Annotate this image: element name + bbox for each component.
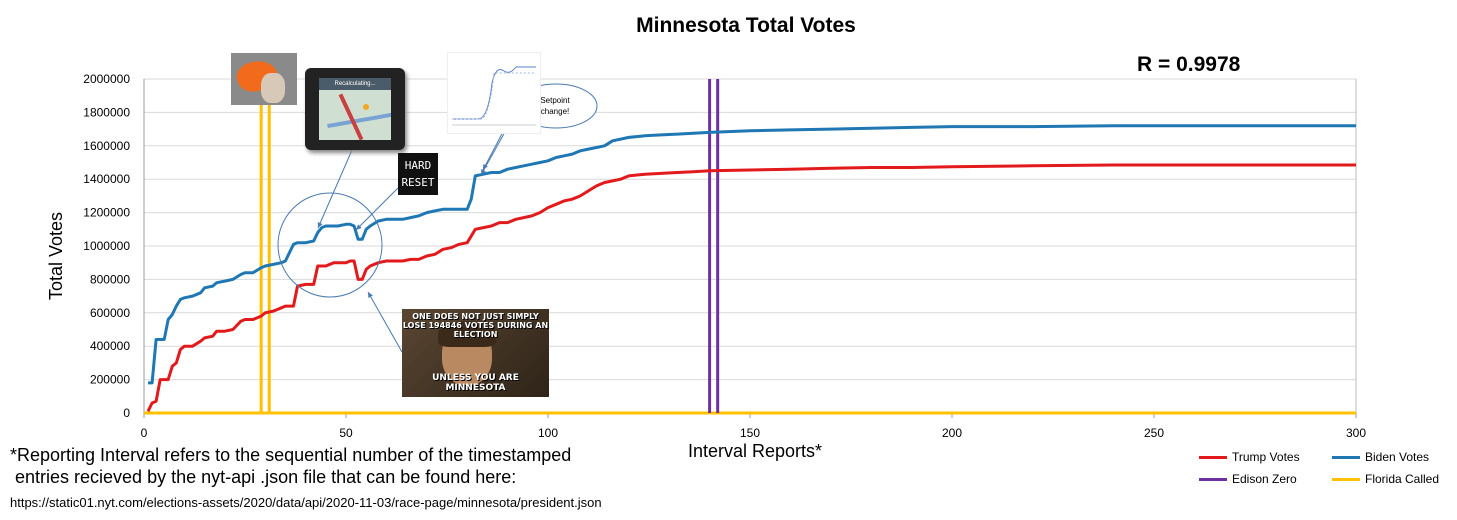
y-tick-label: 1200000	[83, 206, 130, 220]
legend-item-biden: Biden Votes	[1332, 450, 1429, 464]
legend-item-edison: Edison Zero	[1199, 472, 1297, 486]
hard-reset-line1: HARD	[404, 159, 432, 172]
meme-bottom-text: UNLESS YOU ARE MINNESOTA	[432, 373, 519, 393]
annotation-arrow	[482, 127, 506, 171]
y-tick-label: 200000	[90, 373, 130, 387]
annotation-arrow	[367, 291, 403, 353]
footnote-line2: entries recieved by the nyt-api .json fi…	[10, 467, 517, 487]
x-tick-label: 50	[339, 426, 353, 440]
annotation-arrowhead	[317, 222, 323, 228]
annotation-arrowhead	[481, 169, 486, 175]
x-tick-label: 300	[1346, 426, 1366, 440]
y-axis-label: Total Votes	[46, 211, 66, 300]
legend-item-florida: Florida Called	[1332, 472, 1439, 486]
x-tick-label: 200	[942, 426, 962, 440]
y-tick-label: 1600000	[83, 139, 130, 153]
x-axis-label: Interval Reports*	[688, 441, 823, 461]
y-tick-label: 600000	[90, 306, 130, 320]
y-tick-label: 1400000	[83, 172, 130, 186]
x-tick-label: 150	[740, 426, 760, 440]
annotation-arrowhead	[368, 292, 373, 298]
r-value-label: R = 0.9978	[1137, 53, 1241, 76]
dip-highlight-circle	[277, 192, 383, 298]
footnote-line1: *Reporting Interval refers to the sequen…	[10, 445, 572, 465]
legend-item-trump: Trump Votes	[1199, 450, 1300, 464]
gps-recalculating-text: Recalculating...	[319, 78, 391, 90]
hard-reset-line2: RESET	[401, 176, 435, 189]
biden-votes-line	[148, 124, 1356, 385]
legend-label-biden: Biden Votes	[1365, 450, 1430, 464]
y-tick-label: 0	[123, 406, 130, 420]
y-tick-label: 1000000	[83, 239, 130, 253]
footnote: *Reporting Interval refers to the sequen…	[10, 444, 650, 488]
x-tick-label: 250	[1144, 426, 1164, 440]
angry-person-image	[231, 53, 297, 105]
chart-title: Minnesota Total Votes	[636, 14, 856, 37]
y-tick-label: 400000	[90, 339, 130, 353]
x-tick-label: 0	[141, 426, 148, 440]
gps-device-image: Recalculating...	[305, 68, 405, 150]
y-tick-label: 800000	[90, 272, 130, 286]
legend-swatch-biden	[1332, 456, 1360, 460]
y-tick-label: 2000000	[83, 72, 130, 86]
hard-reset-image: HARD RESET	[398, 153, 438, 195]
annotation-arrowhead	[356, 224, 362, 230]
legend-swatch-edison	[1199, 478, 1227, 482]
annotation-arrow	[317, 149, 353, 229]
legend-swatch-trump	[1199, 456, 1227, 460]
annotation-arrow	[355, 185, 401, 231]
y-tick-label: 1800000	[83, 105, 130, 119]
source-url: https://static01.nyt.com/elections-asset…	[10, 495, 602, 510]
trump-votes-line	[146, 163, 1356, 412]
legend-swatch-florida	[1332, 478, 1360, 482]
setpoint-change-label: Setpoint change!	[540, 96, 570, 116]
x-tick-label: 100	[538, 426, 558, 440]
boromir-meme-image: ONE DOES NOT JUST SIMPLY LOSE 194846 VOT…	[402, 309, 549, 397]
meme-top-text: ONE DOES NOT JUST SIMPLY LOSE 194846 VOT…	[402, 312, 549, 339]
legend-label-trump: Trump Votes	[1232, 450, 1300, 464]
step-response-graph-image	[447, 52, 541, 134]
legend-label-edison: Edison Zero	[1232, 472, 1297, 486]
legend-label-florida: Florida Called	[1365, 472, 1440, 486]
